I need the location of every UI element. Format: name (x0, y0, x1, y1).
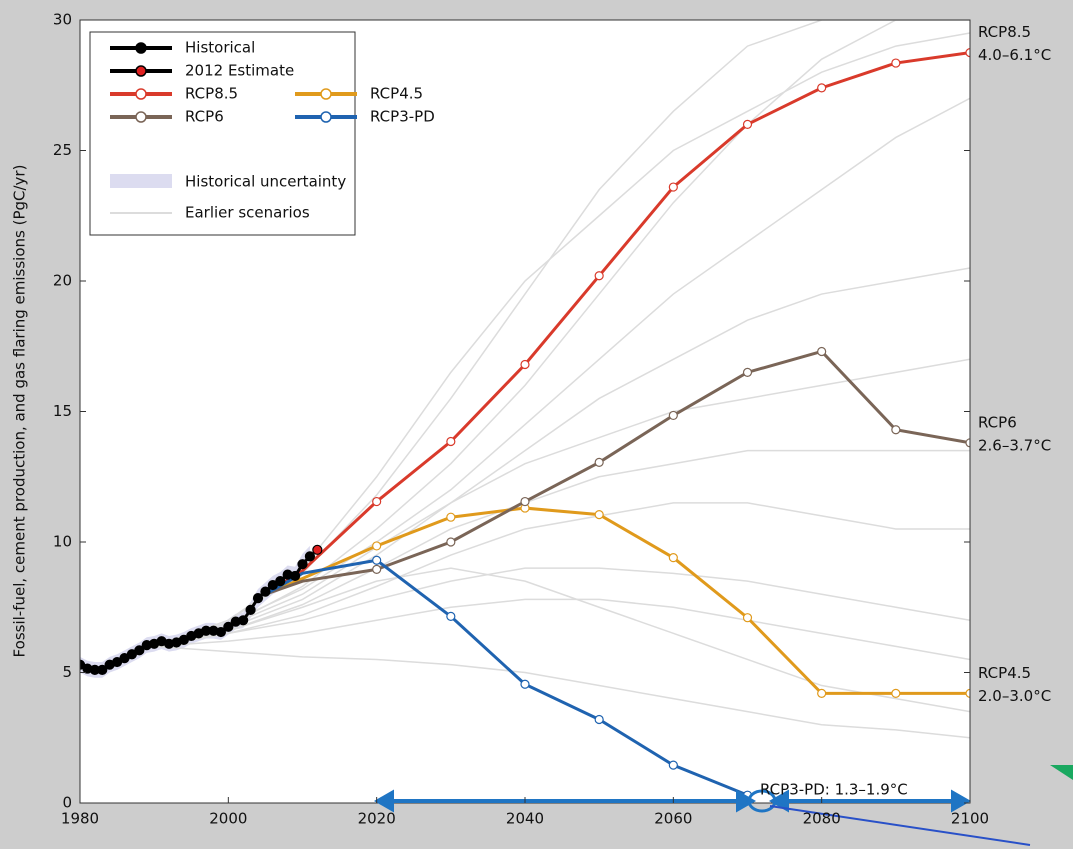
x-tick-label: 2040 (506, 810, 544, 828)
series-marker (297, 559, 308, 570)
series-end-label: RCP6 (978, 413, 1017, 431)
series-marker (965, 48, 970, 58)
series-end-label: 4.0–6.1°C (978, 46, 1051, 64)
y-tick-label: 25 (53, 141, 72, 159)
earlier-scenario (154, 502, 970, 648)
decoration (1050, 765, 1073, 780)
series-marker (594, 714, 604, 725)
x-tick-label: 2080 (803, 810, 841, 828)
legend-label: RCP8.5 (185, 85, 238, 103)
earlier-scenario (154, 567, 970, 648)
legend (89, 31, 356, 236)
series-marker (668, 182, 678, 192)
series-marker (215, 626, 227, 638)
series-marker (965, 688, 970, 698)
series-marker (446, 512, 456, 522)
y-tick-label: 10 (53, 533, 72, 551)
series-marker (245, 604, 256, 615)
earlier-scenario (153, 97, 970, 648)
earlier-scenario (153, 20, 970, 648)
series-marker (372, 496, 382, 507)
legend-marker (135, 42, 147, 54)
annotation-arrows (373, 789, 1031, 846)
series-marker (289, 570, 301, 582)
earlier-scenario (154, 645, 970, 739)
series-marker (260, 586, 271, 597)
x-tick-label: 2060 (654, 810, 692, 828)
series-marker (668, 553, 678, 563)
series-marker (252, 593, 264, 604)
series-marker (742, 367, 753, 377)
series-end-label: RCP8.5 (978, 23, 1031, 41)
series-marker (742, 119, 753, 130)
series-marker (446, 611, 456, 621)
legend-label: Historical (185, 39, 255, 57)
earlier-scenario (153, 267, 970, 648)
x-tick-label: 2000 (209, 810, 247, 828)
earlier-scenario (154, 449, 970, 648)
series-marker (238, 615, 249, 626)
series-marker (520, 496, 530, 507)
series-end-label: RCP3-PD: 1.3–1.9°C (760, 781, 908, 799)
series-marker (891, 425, 901, 435)
legend-label: RCP3-PD (370, 108, 435, 126)
series-marker (668, 410, 678, 421)
y-tick-label: 30 (53, 11, 72, 29)
series-marker (594, 457, 604, 467)
series-marker (668, 760, 678, 770)
x-tick-label: 2020 (358, 810, 396, 828)
series-marker (372, 564, 382, 575)
series-end-label: 2.6–3.7°C (978, 436, 1051, 454)
earlier-scenario (153, 358, 970, 648)
series-marker (446, 436, 456, 447)
uncertainty-band (80, 545, 310, 678)
series-marker (304, 551, 316, 562)
series-end-label: 2.0–3.0°C (978, 687, 1051, 705)
series-marker (312, 544, 323, 555)
series-marker (520, 359, 530, 370)
series-line (264, 558, 749, 797)
legend-label: RCP6 (185, 108, 224, 126)
earlier-scenario (154, 567, 970, 713)
y-tick-label: 15 (53, 402, 72, 420)
legend-marker (320, 111, 332, 123)
series-marker (520, 679, 530, 689)
series-marker (891, 58, 901, 68)
legend-marker (135, 88, 147, 100)
x-tick-label: 1980 (61, 810, 99, 828)
y-tick-label: 5 (62, 663, 72, 681)
series-marker (817, 346, 827, 357)
series-marker (223, 621, 234, 632)
legend-label: Earlier scenarios (185, 204, 310, 222)
series-marker (372, 541, 382, 551)
y-tick-label: 20 (53, 272, 72, 290)
series-marker (817, 83, 827, 93)
series-marker (372, 555, 382, 565)
legend-marker (135, 65, 147, 77)
legend-label: RCP4.5 (370, 85, 423, 103)
plot (80, 20, 970, 800)
series-marker (742, 613, 753, 623)
series-marker (594, 271, 604, 281)
legend-marker (320, 88, 332, 100)
legend-label: Historical uncertainty (185, 173, 346, 191)
series-marker (446, 537, 456, 547)
series-marker (965, 438, 970, 448)
legend-swatch (110, 174, 172, 188)
series-marker (275, 576, 286, 587)
series-marker (97, 664, 108, 675)
legend-label: 2012 Estimate (185, 62, 294, 80)
series-marker (891, 688, 901, 698)
y-axis-label: Fossil-fuel, cement production, and gas … (11, 165, 29, 658)
earlier-scenario (154, 598, 970, 661)
x-tick-label: 2100 (951, 810, 989, 828)
series-marker (817, 688, 827, 698)
y-tick-label: 0 (62, 794, 72, 812)
series-marker (134, 645, 145, 656)
series-end-label: RCP4.5 (978, 664, 1031, 682)
series-marker (594, 509, 604, 520)
legend-marker (135, 111, 147, 123)
